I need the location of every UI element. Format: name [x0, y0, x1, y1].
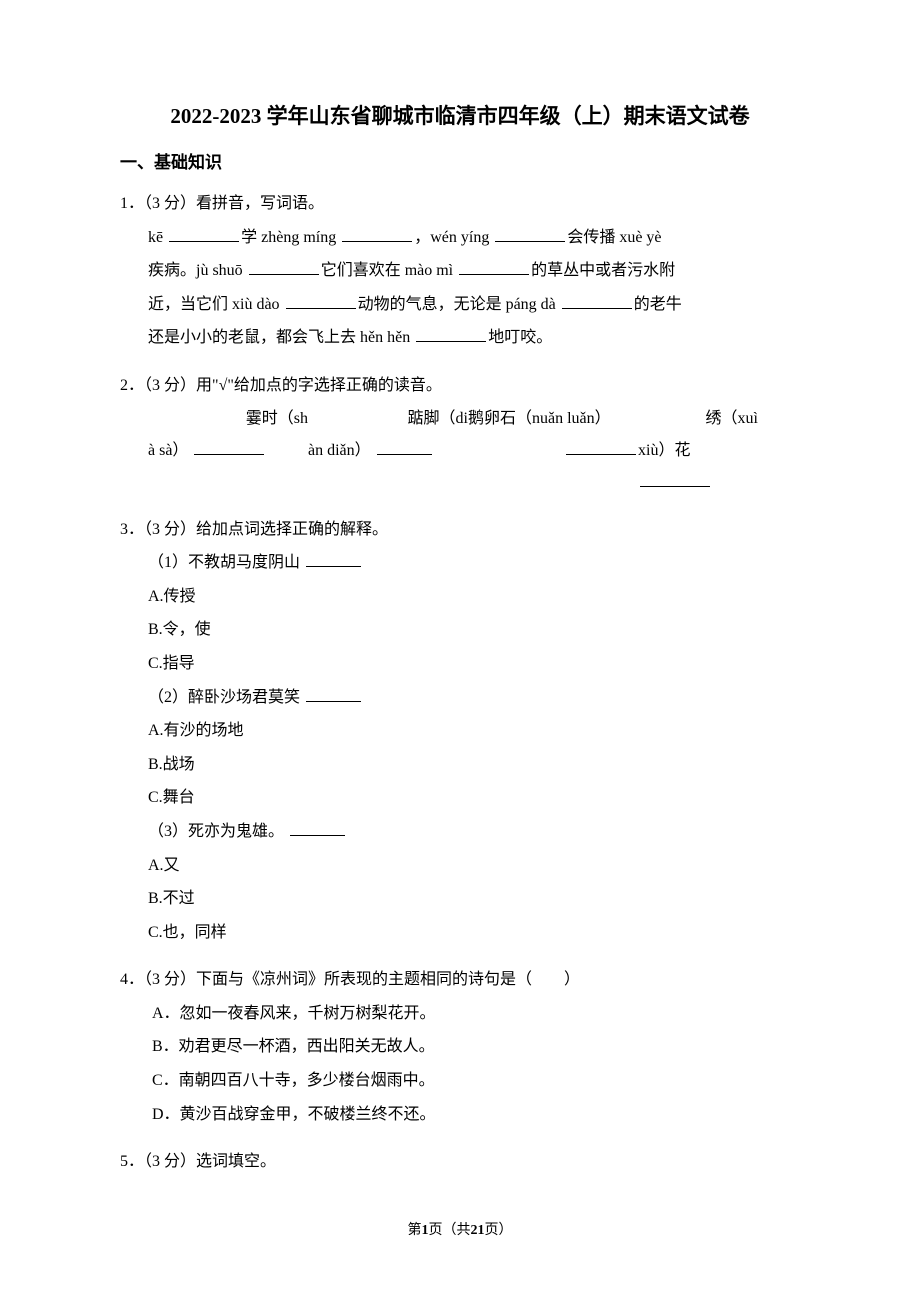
page-footer: 第1页（共21页） [120, 1219, 800, 1239]
q2-col-2: 踮脚（di àn diǎn） [308, 403, 468, 499]
blank[interactable] [290, 820, 345, 836]
q1-text: 疾病。jù shuō [148, 262, 243, 279]
q2-col-3: 鹅卵石（nuǎn luǎn） [468, 403, 638, 499]
q2-body: 霎时（sh à sà） 踮脚（di àn diǎn） 鹅卵石（nuǎn luǎn… [120, 403, 800, 499]
q2-col-4: 绣（xuì xiù）花 [638, 403, 758, 499]
sub-text: （2）醉卧沙场君莫笑 [148, 689, 300, 706]
sub-text: （3）死亦为鬼雄。 [148, 823, 284, 840]
question-4: 4．（3 分）下面与《凉州词》所表现的主题相同的诗句是（ ） A．忽如一夜春风来… [120, 963, 800, 1131]
q2-cell: 踮脚（di [308, 403, 468, 435]
blank[interactable] [306, 551, 361, 567]
q2-points: （3 分） [144, 377, 196, 394]
q2-text: àn diǎn） [308, 442, 371, 459]
blank[interactable] [640, 471, 710, 487]
blank[interactable] [194, 439, 264, 455]
q1-text: 它们喜欢在 mào mì [321, 262, 453, 279]
q4-option-c[interactable]: C．南朝四百八十寺，多少楼台烟雨中。 [120, 1064, 800, 1098]
q1-text: 近，当它们 xiù dào [148, 296, 280, 313]
blank[interactable] [562, 293, 632, 309]
blank[interactable] [495, 226, 565, 242]
q2-cell: àn diǎn） [308, 435, 468, 467]
q1-text: 的老牛 [634, 296, 682, 313]
q2-text: à sà） [148, 442, 188, 459]
q4-option-a[interactable]: A．忽如一夜春风来，千树万树梨花开。 [120, 997, 800, 1031]
blank[interactable] [286, 293, 356, 309]
q5-points: （3 分） [144, 1153, 196, 1170]
blank[interactable] [459, 259, 529, 275]
blank[interactable] [342, 226, 412, 242]
q3-s2b[interactable]: B.战场 [148, 748, 800, 782]
q3-num: 3． [120, 521, 144, 538]
q1-text: 的草丛中或者污水附 [531, 262, 675, 279]
q2-cell [468, 435, 638, 467]
q1-body: kē 学 zhèng míng ，wén yíng 会传播 xuè yè 疾病。… [120, 221, 800, 355]
blank[interactable] [416, 326, 486, 342]
q3-s1b[interactable]: B.令，使 [148, 613, 800, 647]
blank[interactable] [377, 439, 432, 455]
sub-text: （1）不教胡马度阴山 [148, 554, 300, 571]
q1-text: 还是小小的老鼠，都会飞上去 hěn hěn [148, 329, 410, 346]
q4-stem: 下面与《凉州词》所表现的主题相同的诗句是（ ） [196, 971, 580, 988]
q3-s1a[interactable]: A.传授 [148, 580, 800, 614]
q1-num: 1． [120, 195, 144, 212]
q2-cell: 霎时（sh [148, 403, 308, 435]
q4-option-d[interactable]: D．黄沙百战穿金甲，不破楼兰终不还。 [120, 1098, 800, 1132]
q3-stem: 给加点词选择正确的解释。 [196, 521, 388, 538]
footer-total: 21 [471, 1223, 485, 1238]
q2-num: 2． [120, 377, 144, 394]
q3-s3b[interactable]: B.不过 [148, 882, 800, 916]
q3-s3a[interactable]: A.又 [148, 849, 800, 883]
q1-text: kē [148, 229, 163, 246]
q2-cell: à sà） [148, 435, 308, 467]
q4-num: 4． [120, 971, 144, 988]
footer-mid: 页（共 [429, 1223, 471, 1238]
q3-s3c[interactable]: C.也，同样 [148, 916, 800, 950]
question-3: 3．（3 分）给加点词选择正确的解释。 （1）不教胡马度阴山 A.传授 B.令，… [120, 513, 800, 950]
footer-prefix: 第 [408, 1223, 422, 1238]
question-2: 2．（3 分）用"√"给加点的字选择正确的读音。 霎时（sh à sà） 踮脚（… [120, 369, 800, 499]
question-5: 5．（3 分）选词填空。 [120, 1145, 800, 1179]
blank[interactable] [249, 259, 319, 275]
q3-s1c[interactable]: C.指导 [148, 647, 800, 681]
section-heading: 一、基础知识 [120, 148, 800, 173]
footer-page: 1 [422, 1223, 429, 1238]
q1-points: （3 分） [144, 195, 196, 212]
blank[interactable] [306, 686, 361, 702]
q1-text: 动物的气息，无论是 páng dà [358, 296, 556, 313]
q3-sub2: （2）醉卧沙场君莫笑 [148, 681, 800, 715]
q3-s2a[interactable]: A.有沙的场地 [148, 714, 800, 748]
q4-points: （3 分） [144, 971, 196, 988]
q4-option-b[interactable]: B．劝君更尽一杯酒，西出阳关无故人。 [120, 1030, 800, 1064]
q1-text: 地叮咬。 [488, 329, 552, 346]
q2-cell: xiù）花 [638, 435, 758, 499]
q5-stem: 选词填空。 [196, 1153, 276, 1170]
q1-stem: 看拼音，写词语。 [196, 195, 324, 212]
q2-col-1: 霎时（sh à sà） [148, 403, 308, 499]
q2-stem: 用"√"给加点的字选择正确的读音。 [196, 377, 442, 394]
q3-points: （3 分） [144, 521, 196, 538]
q5-num: 5． [120, 1153, 144, 1170]
q2-cell: 鹅卵石（nuǎn luǎn） [468, 403, 638, 435]
footer-suffix: 页） [485, 1223, 513, 1238]
q3-body: （1）不教胡马度阴山 A.传授 B.令，使 C.指导 （2）醉卧沙场君莫笑 A.… [120, 546, 800, 949]
q3-sub1: （1）不教胡马度阴山 [148, 546, 800, 580]
q3-s2c[interactable]: C.舞台 [148, 781, 800, 815]
blank[interactable] [169, 226, 239, 242]
q1-text: 学 zhèng míng [241, 229, 336, 246]
q3-sub3: （3）死亦为鬼雄。 [148, 815, 800, 849]
exam-title: 2022-2023 学年山东省聊城市临清市四年级（上）期末语文试卷 [120, 100, 800, 130]
question-1: 1．（3 分）看拼音，写词语。 kē 学 zhèng míng ，wén yín… [120, 187, 800, 355]
q1-text: ，wén yíng [414, 229, 489, 246]
q2-text: xiù）花 [638, 442, 690, 459]
q2-cell: 绣（xuì [638, 403, 758, 435]
blank[interactable] [566, 439, 636, 455]
q1-text: 会传播 xuè yè [567, 229, 661, 246]
